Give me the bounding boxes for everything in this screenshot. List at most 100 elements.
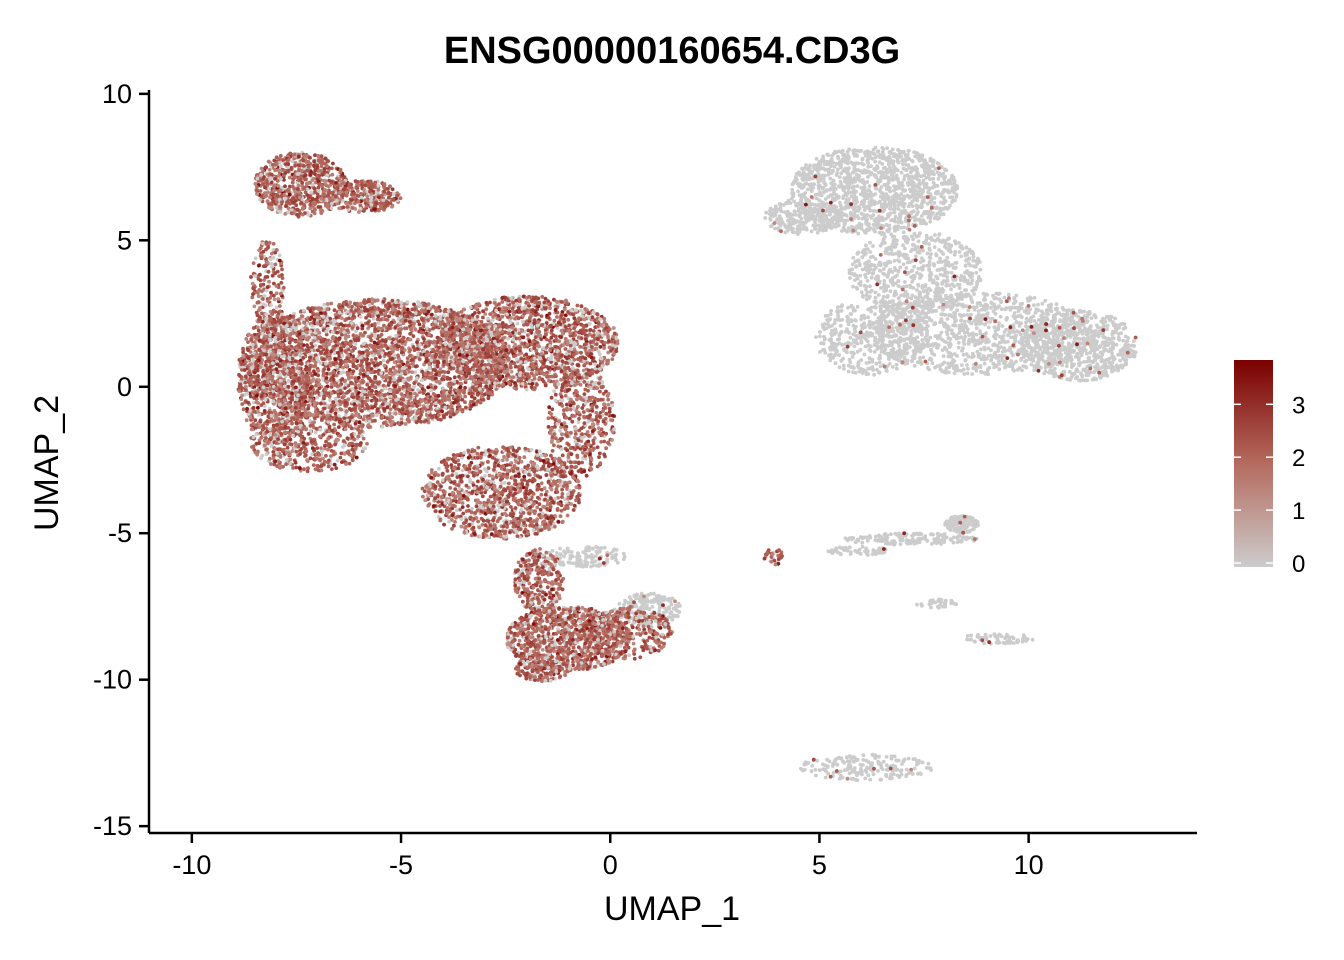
cell-point-right-main [1019, 306, 1024, 311]
cell-point-right-main [837, 341, 842, 346]
cell-point-right-main [906, 148, 911, 153]
cell-point-right-main [912, 243, 916, 248]
cell-point-right-main [1036, 302, 1040, 307]
cell-point-right-main [848, 335, 853, 340]
cell-point-right-main [970, 351, 975, 356]
cell-point-right-main [903, 280, 907, 284]
cell-point-right-main [1082, 360, 1086, 364]
cell-point-right-main [967, 333, 971, 338]
cell-point-right-main [878, 188, 882, 192]
cell-point-right-main [874, 265, 878, 270]
cell-point-left-bottom-grey [594, 563, 599, 568]
cell-point-right-main [891, 307, 895, 312]
cell-point-right-main [834, 150, 839, 155]
cell-point-right-main [986, 346, 991, 351]
cell-point-right-main [945, 255, 950, 260]
cell-point-right-main [828, 317, 832, 321]
cell-point-left-bottom-grey [569, 554, 574, 558]
cell-point-right-main [944, 246, 949, 250]
cell-point-right-main [925, 337, 929, 342]
cell-point-left-bottom-grey [590, 546, 595, 551]
cell-point-right-main [984, 312, 989, 317]
cell-point-right-main [1038, 345, 1043, 350]
cell-point-right-main [894, 318, 899, 323]
cell-point-right-main [957, 282, 962, 287]
cell-point-right-main [859, 314, 864, 318]
cell-point-right-main [851, 151, 856, 156]
cell-point-right-main [781, 203, 786, 207]
cell-point-right-main [1091, 360, 1096, 364]
cell-point-right-main [817, 198, 822, 203]
cell-point-right-main [1011, 367, 1015, 372]
cell-point-right-streak [969, 535, 974, 540]
cell-point-right-main [928, 277, 932, 282]
cell-point-right-main [959, 254, 964, 259]
cell-point-right-streak [843, 536, 848, 541]
cell-point-right-main [1001, 361, 1006, 365]
cell-point-right-main [844, 197, 849, 202]
cell-point-right-main [893, 206, 897, 211]
cell-point-left-bottom-grey [667, 605, 671, 609]
cell-point-right-main [891, 321, 895, 325]
cell-point-right-main [1064, 346, 1069, 351]
cell-point-right-main [1083, 314, 1087, 318]
cell-point-right-streak [951, 516, 956, 521]
cell-point-right-main [837, 175, 842, 180]
cell-point-right-main [1105, 323, 1110, 328]
cell-point-right-main [869, 216, 874, 220]
cell-point-right-main [855, 251, 860, 256]
cell-point-right-main [902, 355, 907, 360]
cell-point-right-main [916, 191, 921, 196]
cell-point-right-main [952, 284, 957, 289]
cell-point-right-main [836, 305, 840, 310]
cell-point-right-main [878, 155, 883, 160]
cell-point-right-streak [855, 537, 860, 542]
cell-point-right-main [860, 178, 865, 183]
cell-point-right-main [900, 184, 905, 188]
cell-point-right-main [919, 316, 924, 320]
cell-point-right-main [887, 351, 892, 356]
cell-point-right-main [916, 233, 921, 238]
cell-point-right-main [920, 338, 925, 342]
cell-point-right-main [1066, 341, 1071, 346]
cell-point-right-main [957, 250, 962, 254]
cell-point-right-main [852, 164, 857, 169]
cell-point-right-main [806, 176, 810, 180]
cell-point-right-main [855, 153, 860, 158]
cell-point-right-main [882, 183, 887, 187]
cell-point-right-main [1105, 373, 1110, 378]
cell-point-left-bottom-grey [562, 554, 566, 559]
cell-point-right-main [953, 319, 957, 324]
cell-point-left-bottom-grey [611, 549, 615, 553]
cell-point-right-main [790, 187, 795, 192]
cell-point-right-main [976, 309, 981, 313]
cell-point-right-main [856, 231, 861, 236]
cell-point-right-main [869, 333, 874, 338]
cell-point-right-main [885, 275, 890, 279]
cell-point-right-main [804, 198, 808, 203]
cell-point-right-main [1014, 359, 1018, 364]
cell-point-right-main [1021, 355, 1026, 359]
cell-point-right-main [1007, 362, 1012, 366]
cell-point-right-main [1109, 348, 1114, 353]
cell-point-left-bottom-grey [602, 545, 607, 550]
cell-point-right-main [983, 293, 988, 297]
cell-point-right-main [1037, 331, 1042, 336]
cell-point-right-main [939, 312, 944, 317]
cell-point-right-main [892, 184, 896, 189]
cell-point-right-main [873, 305, 877, 309]
cell-point-right-main [813, 206, 818, 211]
cell-point-right-main [940, 266, 945, 271]
cell-point-right-main [1028, 307, 1033, 312]
cell-point-right-main [901, 262, 906, 267]
cell-point-right-main [853, 168, 858, 173]
cell-point-right-main [1068, 370, 1072, 374]
cell-point-right-streak [929, 532, 934, 537]
cell-point-right-main [866, 315, 870, 320]
cell-point-right-main [882, 304, 886, 308]
cell-point-right-streak [909, 539, 913, 544]
cell-point-right-main [1028, 295, 1032, 300]
cell-point-right-main [934, 253, 939, 258]
cell-point-right-main [907, 321, 911, 325]
cell-point-right-main [894, 193, 898, 198]
